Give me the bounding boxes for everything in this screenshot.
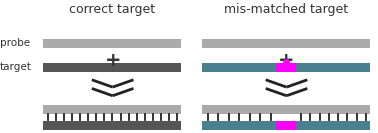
Bar <box>43 39 181 48</box>
Bar <box>276 63 296 72</box>
Bar <box>202 105 370 114</box>
Bar <box>202 63 370 72</box>
Text: +: + <box>278 51 295 70</box>
Text: probe: probe <box>0 38 30 48</box>
Bar <box>43 105 181 114</box>
Text: correct target: correct target <box>70 3 155 16</box>
Bar <box>43 63 181 72</box>
Bar <box>202 39 370 48</box>
Bar <box>202 121 370 130</box>
Bar <box>43 121 181 130</box>
Text: target: target <box>0 62 32 72</box>
Text: mis-matched target: mis-matched target <box>224 3 349 16</box>
Bar <box>276 121 296 130</box>
Text: +: + <box>104 51 121 70</box>
